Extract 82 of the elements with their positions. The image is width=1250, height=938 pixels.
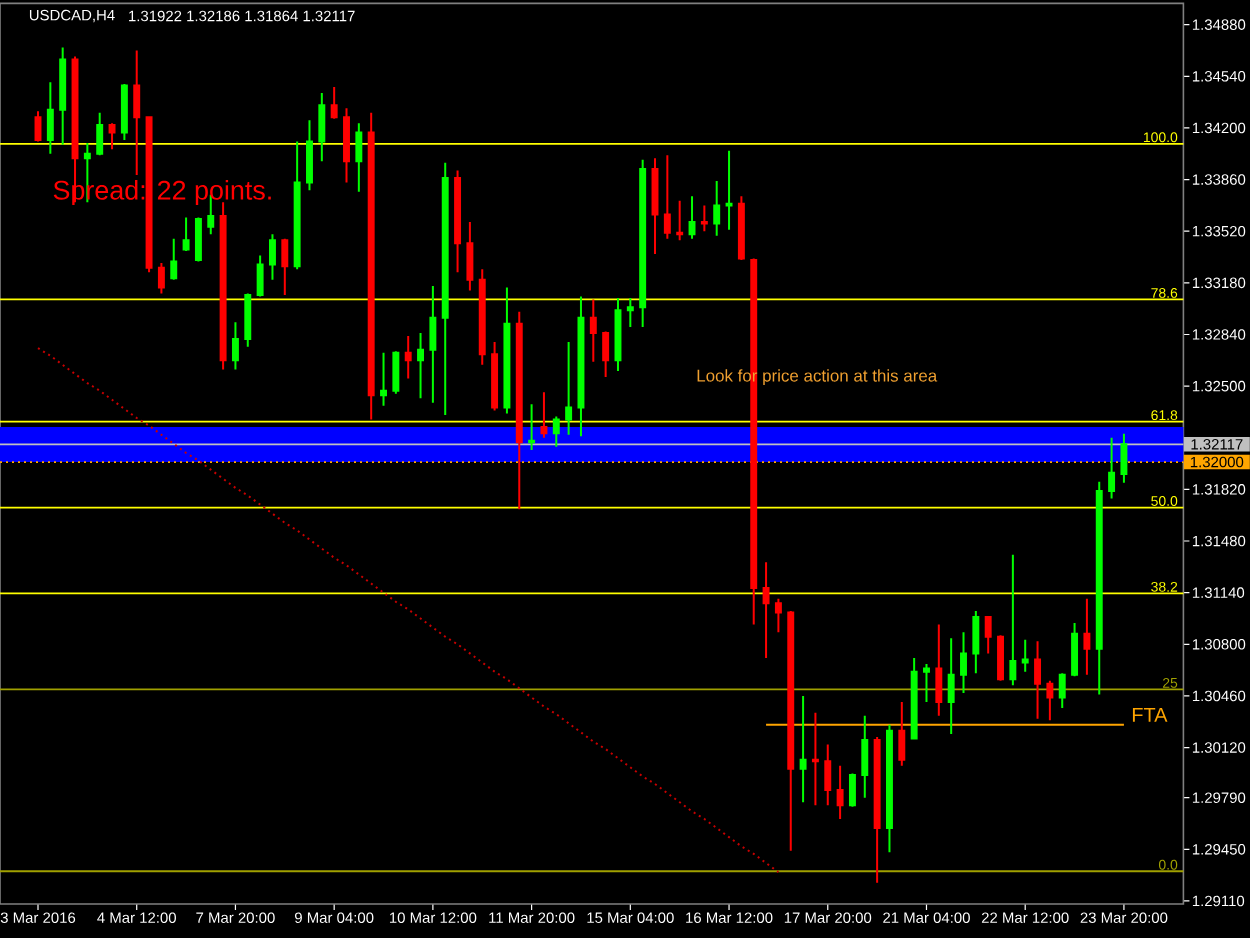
candlestick bbox=[108, 122, 116, 151]
candlestick bbox=[960, 631, 967, 694]
candlestick bbox=[910, 656, 918, 740]
candlestick bbox=[651, 157, 659, 255]
candlestick bbox=[725, 149, 733, 231]
candlestick bbox=[478, 268, 486, 366]
candlestick bbox=[219, 201, 227, 371]
candlestick bbox=[639, 158, 647, 328]
candlestick bbox=[1021, 638, 1029, 673]
candlestick bbox=[491, 341, 499, 412]
candlestick bbox=[762, 561, 770, 659]
candlestick bbox=[873, 735, 881, 884]
candlestick bbox=[602, 330, 610, 378]
candlestick bbox=[429, 284, 437, 404]
candlestick bbox=[528, 403, 536, 451]
candlestick bbox=[923, 663, 930, 704]
candlestick bbox=[552, 415, 560, 448]
candlestick bbox=[885, 723, 893, 854]
candlestick bbox=[1071, 622, 1079, 678]
candlestick bbox=[454, 169, 462, 274]
candlestick bbox=[367, 111, 375, 421]
candlestick bbox=[663, 154, 671, 240]
candlestick bbox=[565, 341, 573, 436]
candlestick bbox=[355, 122, 363, 193]
candlestick bbox=[700, 204, 708, 233]
candlestick bbox=[626, 297, 634, 328]
candlestick bbox=[713, 180, 721, 237]
candlestick bbox=[281, 237, 289, 296]
candlestick bbox=[182, 216, 190, 252]
candlestick bbox=[898, 701, 906, 767]
candlestick bbox=[848, 772, 856, 808]
candlestick bbox=[1034, 640, 1042, 720]
candlestick bbox=[59, 46, 67, 146]
candlestick bbox=[972, 609, 980, 675]
candlestick bbox=[515, 310, 523, 511]
candlestick bbox=[441, 161, 449, 416]
candlestick bbox=[540, 391, 548, 439]
candlestick bbox=[824, 743, 832, 807]
candlestick bbox=[935, 623, 943, 717]
candlestick bbox=[1108, 436, 1116, 500]
candlestick bbox=[861, 714, 869, 799]
candlestick bbox=[1120, 432, 1128, 484]
candlestick bbox=[170, 237, 178, 281]
candlestick bbox=[46, 81, 54, 155]
candlestick bbox=[392, 350, 400, 395]
candlestick bbox=[318, 91, 326, 163]
candlestick bbox=[1095, 480, 1103, 696]
candlestick bbox=[1083, 597, 1091, 676]
candlestick bbox=[293, 140, 301, 271]
candlestick bbox=[774, 597, 782, 634]
candlestick bbox=[688, 195, 696, 240]
candlestick bbox=[799, 694, 807, 804]
candlestick bbox=[330, 85, 338, 120]
candlestick bbox=[194, 216, 202, 263]
candlestick bbox=[417, 331, 425, 400]
candlestick bbox=[737, 195, 745, 262]
series-label: FTA bbox=[1132, 707, 1168, 722]
candlestick bbox=[133, 49, 141, 177]
candlestick bbox=[256, 254, 264, 298]
candlestick bbox=[231, 321, 239, 371]
candlestick bbox=[120, 82, 128, 142]
candlestick bbox=[306, 119, 313, 192]
candlestick bbox=[1058, 672, 1066, 710]
candlestick bbox=[947, 637, 955, 735]
candlestick bbox=[577, 295, 585, 438]
candlestick bbox=[836, 764, 844, 820]
candlestick bbox=[268, 233, 276, 281]
candlestick bbox=[1046, 679, 1054, 722]
candlestick bbox=[404, 334, 412, 380]
candlestick bbox=[503, 286, 511, 415]
candlestick bbox=[984, 615, 992, 655]
candlestick bbox=[380, 351, 387, 407]
candlestick bbox=[1009, 553, 1017, 687]
candlestick bbox=[589, 298, 597, 363]
candlestick bbox=[96, 111, 104, 157]
candlestick bbox=[811, 711, 819, 807]
candlestick bbox=[676, 199, 684, 242]
candlestick bbox=[157, 262, 165, 295]
candlestick bbox=[466, 221, 474, 292]
candlestick bbox=[787, 609, 795, 852]
candlestick bbox=[343, 107, 350, 184]
candlestick bbox=[244, 292, 252, 348]
